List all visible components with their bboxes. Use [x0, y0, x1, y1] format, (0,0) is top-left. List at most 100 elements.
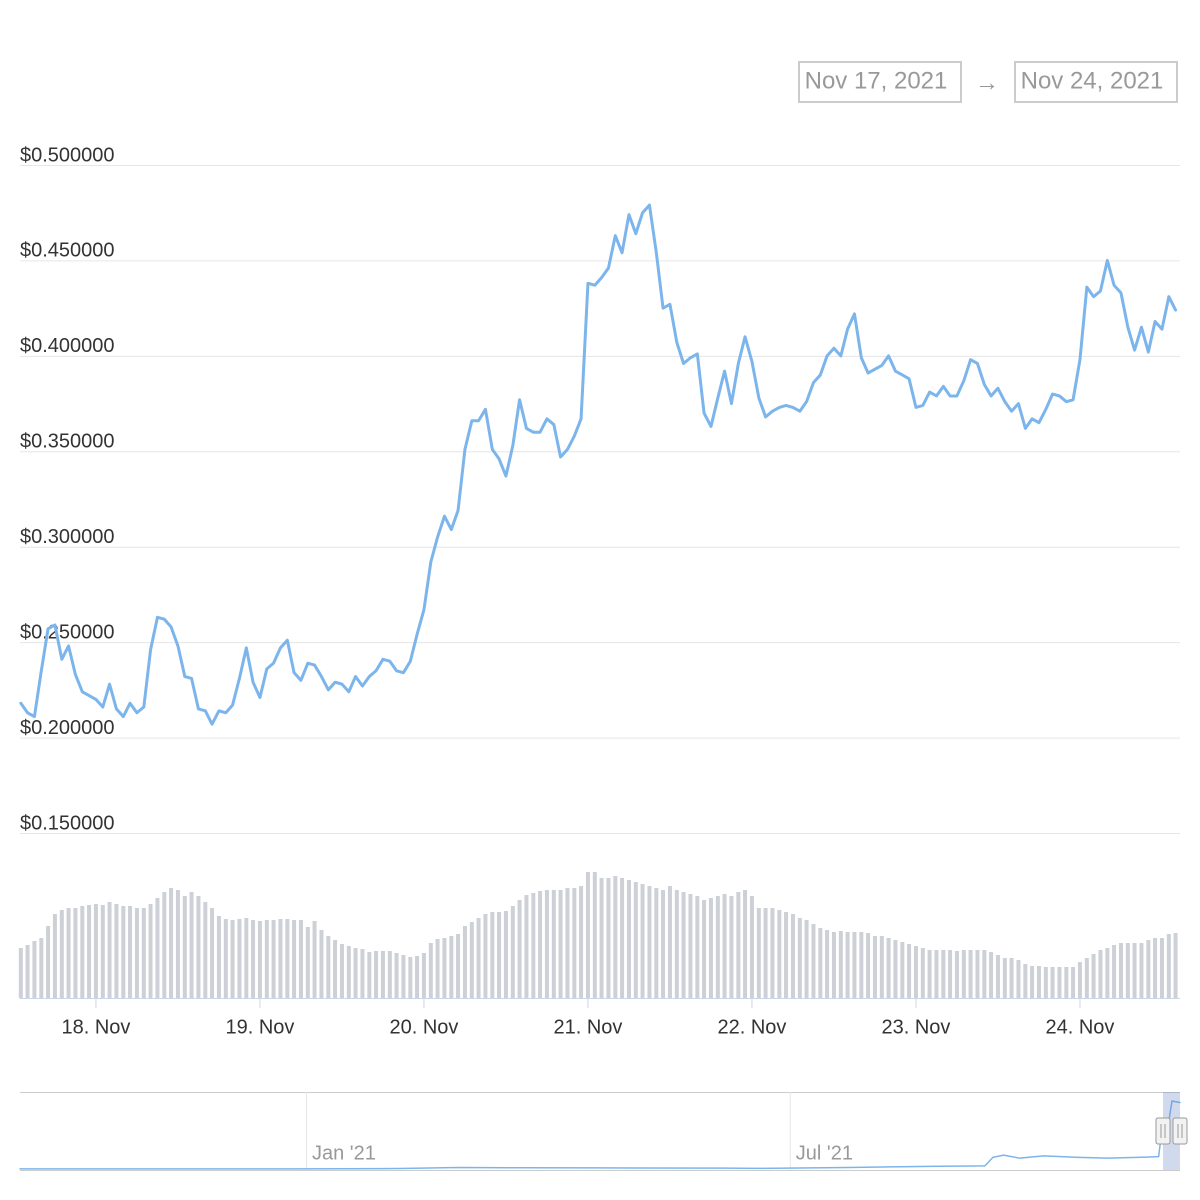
- x-tick-label: 22. Nov: [717, 1016, 786, 1038]
- volume-bar: [210, 908, 215, 998]
- volume-bar: [838, 931, 843, 998]
- volume-bar: [620, 878, 625, 998]
- volume-bar: [579, 886, 584, 998]
- volume-bar: [831, 932, 836, 998]
- volume-bar: [1098, 950, 1103, 998]
- volume-bar: [743, 890, 748, 998]
- volume-bar: [558, 890, 563, 998]
- volume-bar: [1077, 962, 1082, 998]
- volume-bar: [722, 894, 727, 998]
- volume-bar: [1166, 934, 1171, 998]
- volume-bar: [1105, 948, 1110, 998]
- volume-bar: [134, 908, 139, 998]
- volume-bar: [661, 890, 666, 998]
- volume-bar: [449, 936, 454, 998]
- navigator-mask[interactable]: [1163, 1092, 1180, 1170]
- volume-bar: [128, 906, 133, 998]
- volume-bar: [39, 938, 44, 998]
- volume-bar: [333, 940, 338, 998]
- volume-bar: [695, 896, 700, 998]
- date-to[interactable]: Nov 24, 2021: [1021, 67, 1164, 94]
- volume-bar: [305, 927, 310, 998]
- volume-bar: [1016, 960, 1021, 998]
- volume-bar: [941, 950, 946, 998]
- volume-bar: [46, 926, 51, 998]
- volume-bar: [1064, 967, 1069, 998]
- volume-bar: [87, 905, 92, 998]
- volume-bar: [531, 893, 536, 998]
- volume-bar: [1112, 945, 1117, 998]
- date-input[interactable]: [1014, 61, 1178, 103]
- volume-bar: [312, 921, 317, 998]
- navigator-handle[interactable]: [1172, 1117, 1188, 1145]
- volume-bar: [230, 920, 235, 998]
- volume-bar: [421, 953, 426, 998]
- volume-bar: [66, 908, 71, 998]
- volume-bar: [948, 950, 953, 998]
- navigator-tick-label: Jul '21: [796, 1142, 853, 1164]
- volume-bar: [428, 943, 433, 998]
- volume-bar: [298, 920, 303, 998]
- volume-bar: [93, 904, 98, 998]
- volume-bar: [989, 952, 994, 998]
- navigator-selection[interactable]: [1155, 1092, 1188, 1170]
- volume-bar: [995, 955, 1000, 998]
- volume-bar: [784, 912, 789, 998]
- volume-bar: [415, 956, 420, 998]
- volume-bar: [1132, 943, 1137, 998]
- volume-bar: [954, 951, 959, 998]
- volume-bar: [483, 914, 488, 998]
- y-tick-label: $0.450000: [20, 240, 115, 262]
- volume-bar: [859, 932, 864, 998]
- volume-bar: [920, 948, 925, 998]
- y-tick-label: $0.350000: [20, 431, 115, 453]
- volume-bar: [244, 918, 249, 998]
- volume-bar: [353, 948, 358, 998]
- volume-bar: [141, 908, 146, 998]
- volume-bar: [585, 872, 590, 998]
- volume-bar: [599, 878, 604, 998]
- volume-bar: [538, 891, 543, 998]
- volume-bar: [380, 951, 385, 998]
- date-from[interactable]: Nov 17, 2021: [805, 67, 948, 94]
- volume-bar: [886, 938, 891, 998]
- volume-bar: [797, 918, 802, 998]
- volume-bar: [1146, 940, 1151, 998]
- volume-bar: [770, 908, 775, 998]
- volume-bar: [736, 892, 741, 998]
- volume-bar: [1043, 967, 1048, 998]
- volume-bar: [346, 946, 351, 998]
- volume-bar: [968, 950, 973, 998]
- volume-bar: [1030, 966, 1035, 998]
- x-tick-label: 19. Nov: [225, 1016, 294, 1038]
- volume-bar: [490, 912, 495, 998]
- navigator-handle[interactable]: [1155, 1117, 1171, 1145]
- volume-bar: [907, 944, 912, 998]
- volume-bar: [1159, 938, 1164, 998]
- date-input[interactable]: [798, 61, 962, 103]
- volume-bar: [900, 942, 905, 998]
- volume-bar: [223, 919, 228, 998]
- volume-bar: [975, 950, 980, 998]
- y-tick-label: $0.400000: [20, 335, 115, 357]
- volume-bar: [278, 919, 283, 998]
- volume-bar: [319, 930, 324, 998]
- volume-bar: [852, 932, 857, 998]
- x-tick-label: 23. Nov: [881, 1016, 950, 1038]
- volume-bar: [613, 876, 618, 998]
- volume-bar: [667, 886, 672, 998]
- volume-bar: [606, 878, 611, 998]
- volume-bar: [271, 920, 276, 998]
- volume-bar: [702, 900, 707, 998]
- volume-bar: [1036, 966, 1041, 998]
- y-tick-label: $0.200000: [20, 717, 115, 739]
- volume-bar: [387, 951, 392, 998]
- volume-bar: [251, 920, 256, 998]
- volume-bar: [893, 940, 898, 998]
- volume-bar: [73, 908, 78, 998]
- volume-bar: [469, 922, 474, 998]
- volume-bar: [654, 888, 659, 998]
- volume-bar: [1002, 958, 1007, 998]
- x-tick-label: 20. Nov: [389, 1016, 458, 1038]
- volume-bar: [1153, 938, 1158, 998]
